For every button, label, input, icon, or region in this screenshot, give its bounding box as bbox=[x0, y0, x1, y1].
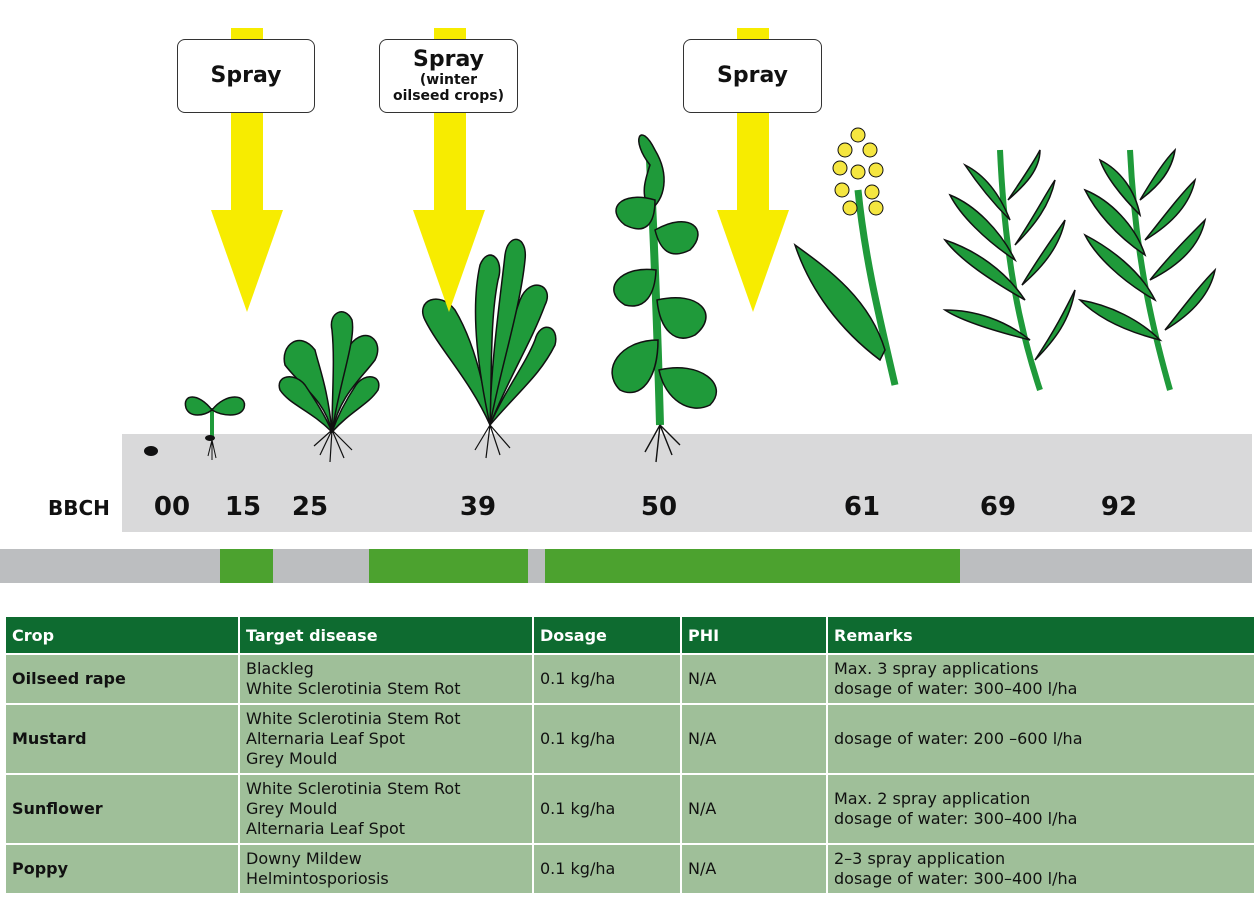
disease-line: Downy Mildew bbox=[246, 849, 362, 868]
bbch-stage: 00 bbox=[153, 492, 191, 522]
spray-label-1: Spray bbox=[177, 39, 315, 113]
spray-label-1-text: Spray bbox=[210, 63, 282, 88]
seed-icon bbox=[144, 446, 158, 456]
dosage-cell: 0.1 kg/ha bbox=[532, 773, 682, 845]
remarks-cell: dosage of water: 200 –600 l/ha bbox=[826, 703, 1256, 775]
disease-cell: Blackleg White Sclerotinia Stem Rot bbox=[238, 653, 534, 705]
plant-stage-15-icon bbox=[184, 396, 246, 460]
spray-label-2-sub-line1: (winter bbox=[419, 72, 478, 88]
disease-line: Alternaria Leaf Spot bbox=[246, 729, 406, 748]
crop-cell: Mustard bbox=[4, 703, 240, 775]
bbch-stage: 25 bbox=[291, 492, 329, 522]
plant-stage-61-icon bbox=[793, 127, 899, 386]
crop-cell: Poppy bbox=[4, 843, 240, 895]
disease-cell: White Sclerotinia Stem Rot Grey Mould Al… bbox=[238, 773, 534, 845]
header-crop: Crop bbox=[4, 615, 240, 655]
header-target-disease: Target disease bbox=[238, 615, 534, 655]
header-phi: PHI bbox=[680, 615, 828, 655]
application-table: Crop Target disease Dosage PHI Remarks O… bbox=[4, 615, 1256, 895]
plant-stage-69-icon bbox=[942, 149, 1076, 391]
remarks-cell: Max. 3 spray applications dosage of wate… bbox=[826, 653, 1256, 705]
plant-stage-25-icon bbox=[278, 311, 380, 463]
bbch-stage: 50 bbox=[640, 492, 678, 522]
remarks-line: dosage of water: 300–400 l/ha bbox=[834, 809, 1078, 828]
disease-line: Grey Mould bbox=[246, 799, 338, 818]
dosage-cell: 0.1 kg/ha bbox=[532, 653, 682, 705]
dosage-cell: 0.1 kg/ha bbox=[532, 843, 682, 895]
remarks-line: Max. 3 spray applications bbox=[834, 659, 1039, 678]
disease-cell: Downy Mildew Helmintosporiosis bbox=[238, 843, 534, 895]
bbch-label: BBCH bbox=[48, 496, 110, 520]
table-row: Poppy Downy Mildew Helmintosporiosis 0.1… bbox=[4, 843, 1256, 895]
remarks-cell: 2–3 spray application dosage of water: 3… bbox=[826, 843, 1256, 895]
diagram-canvas bbox=[0, 28, 1252, 583]
crop-cell: Oilseed rape bbox=[4, 653, 240, 705]
spray-label-2: Spray (winter oilseed crops) bbox=[379, 39, 518, 113]
disease-line: White Sclerotinia Stem Rot bbox=[246, 779, 461, 798]
header-remarks: Remarks bbox=[826, 615, 1256, 655]
phi-cell: N/A bbox=[680, 653, 828, 705]
disease-line: White Sclerotinia Stem Rot bbox=[246, 679, 461, 698]
soil-band bbox=[122, 434, 1252, 532]
disease-line: Blackleg bbox=[246, 659, 314, 678]
remarks-line: dosage of water: 200 –600 l/ha bbox=[834, 729, 1083, 748]
plant-stage-92-icon bbox=[1077, 147, 1217, 391]
table-row: Oilseed rape Blackleg White Sclerotinia … bbox=[4, 653, 1256, 705]
table-header-row: Crop Target disease Dosage PHI Remarks bbox=[4, 615, 1256, 655]
phi-cell: N/A bbox=[680, 703, 828, 775]
phi-cell: N/A bbox=[680, 843, 828, 895]
remarks-line: dosage of water: 300–400 l/ha bbox=[834, 679, 1078, 698]
spray-label-3-text: Spray bbox=[717, 63, 788, 88]
table-row: Sunflower White Sclerotinia Stem Rot Gre… bbox=[4, 773, 1256, 845]
spray-label-2-sub-line2: oilseed crops) bbox=[392, 88, 504, 104]
disease-line: Alternaria Leaf Spot bbox=[246, 819, 406, 838]
disease-line: White Sclerotinia Stem Rot bbox=[246, 709, 461, 728]
remarks-line: Max. 2 spray application bbox=[834, 789, 1031, 808]
bbch-stage: 61 bbox=[843, 492, 881, 522]
remarks-line: 2–3 spray application bbox=[834, 849, 1006, 868]
disease-line: Helmintosporiosis bbox=[246, 869, 389, 888]
spray-label-3: Spray bbox=[683, 39, 822, 113]
remarks-cell: Max. 2 spray application dosage of water… bbox=[826, 773, 1256, 845]
disease-line: Grey Mould bbox=[246, 749, 338, 768]
table-row: Mustard White Sclerotinia Stem Rot Alter… bbox=[4, 703, 1256, 775]
header-dosage: Dosage bbox=[532, 615, 682, 655]
growth-stage-diagram: Spray Spray (winter oilseed crops) Spray… bbox=[0, 28, 1252, 583]
dosage-cell: 0.1 kg/ha bbox=[532, 703, 682, 775]
crop-cell: Sunflower bbox=[4, 773, 240, 845]
timing-bar-green-3 bbox=[545, 549, 960, 583]
timing-bar-green-1 bbox=[220, 549, 273, 583]
disease-cell: White Sclerotinia Stem Rot Alternaria Le… bbox=[238, 703, 534, 775]
bbch-stage: 92 bbox=[1100, 492, 1138, 522]
timing-bar-green-2 bbox=[369, 549, 528, 583]
phi-cell: N/A bbox=[680, 773, 828, 845]
spray-label-2-text: Spray bbox=[413, 47, 484, 72]
plant-stage-39-icon bbox=[422, 238, 557, 459]
remarks-line: dosage of water: 300–400 l/ha bbox=[834, 869, 1078, 888]
bbch-stage: 69 bbox=[979, 492, 1017, 522]
bbch-stage: 15 bbox=[224, 492, 262, 522]
plant-stage-50-icon bbox=[611, 134, 717, 463]
bbch-stage: 39 bbox=[459, 492, 497, 522]
